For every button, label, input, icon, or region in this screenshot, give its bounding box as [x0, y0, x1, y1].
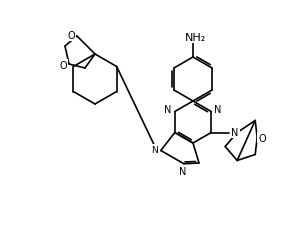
Text: O: O [59, 61, 67, 71]
Text: O: O [258, 133, 266, 143]
Text: N: N [164, 104, 171, 114]
Text: NH₂: NH₂ [185, 33, 206, 43]
Text: N: N [152, 145, 158, 154]
Text: N: N [231, 128, 239, 138]
Text: N: N [214, 104, 222, 114]
Text: O: O [67, 31, 75, 41]
Text: N: N [179, 166, 187, 176]
